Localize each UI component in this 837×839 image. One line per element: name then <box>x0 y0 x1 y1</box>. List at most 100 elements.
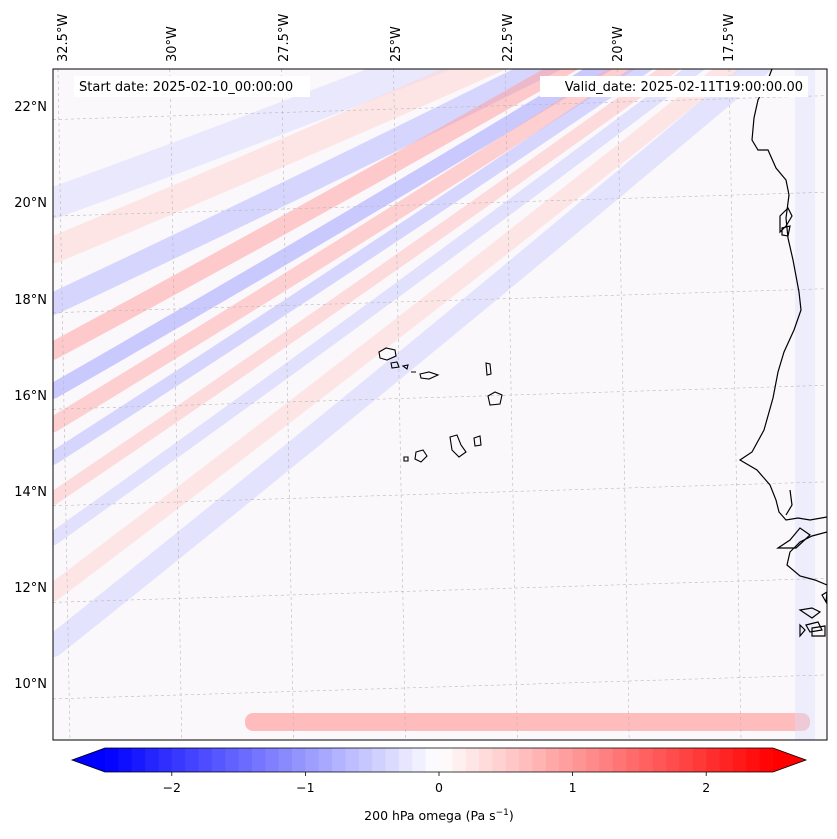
omega-band <box>53 69 706 546</box>
colorbar-segment <box>292 748 306 772</box>
lat-label-18n: 18°N <box>14 293 47 308</box>
meridian-line <box>281 69 294 740</box>
start-date-label: Start date: 2025-02-10_00:00:00 <box>79 80 293 95</box>
meridian-line <box>169 69 183 740</box>
colorbar-segment <box>492 748 507 772</box>
omega-field <box>53 69 815 740</box>
colorbar-tick-label: 0 <box>435 780 443 795</box>
colorbar-segment <box>585 748 600 772</box>
omega-band <box>53 69 579 360</box>
colorbar-segment <box>372 748 387 772</box>
island-sao-vicente <box>390 361 400 369</box>
island-boa-vista <box>487 391 503 406</box>
colorbar-segment <box>599 748 614 772</box>
colorbar-tick-label: −1 <box>296 780 314 795</box>
colorbar-segment <box>211 748 226 772</box>
lat-label-12n: 12°N <box>14 581 47 596</box>
colorbar-segment <box>265 748 280 772</box>
colorbar-segment <box>171 748 186 772</box>
lat-label-10n: 10°N <box>14 677 47 692</box>
omega-band <box>53 69 453 219</box>
colorbar-segment <box>318 748 333 772</box>
colorbar-segment <box>118 748 133 772</box>
valid-date-label: Valid_date: 2025-02-11T19:00:00.00 <box>565 80 803 95</box>
colorbar-segment <box>572 748 587 772</box>
colorbar: −2 −1 0 1 2 200 hPa omega (Pa s−1) <box>70 747 808 823</box>
colorbar-segment <box>465 748 480 772</box>
colorbar-segment <box>626 748 640 772</box>
africa-coastline-south <box>786 531 827 586</box>
colorbar-tick-label: 1 <box>569 780 577 795</box>
river-delta-1 <box>776 527 811 549</box>
omega-band <box>53 69 614 399</box>
river-delta-2 <box>785 489 793 516</box>
colorbar-segment <box>545 748 560 772</box>
omega-band <box>53 69 654 465</box>
colorbar-extend-left <box>72 748 105 772</box>
colorbar-segment <box>398 748 413 772</box>
lon-label-32-5w: 32.5°W <box>56 14 71 62</box>
colorbar-units-exponent: −1 <box>496 808 509 818</box>
graticule <box>53 69 827 740</box>
island-brava <box>403 456 409 462</box>
colorbar-segment <box>452 748 467 772</box>
island-santa-luzia <box>401 364 409 370</box>
colorbar-segment <box>505 748 520 772</box>
lon-label-22-5w: 22.5°W <box>501 14 516 62</box>
colorbar-segment <box>225 748 240 772</box>
colorbar-segment <box>131 748 146 772</box>
colorbar-segment <box>358 748 373 772</box>
colorbar-ticks: −2 −1 0 1 2 <box>163 772 710 795</box>
lat-label-14n: 14°N <box>14 485 47 500</box>
island-santo-antao <box>378 347 397 361</box>
banc-arguin <box>779 206 793 237</box>
colorbar-tick-label: 2 <box>702 780 710 795</box>
island-fogo <box>414 449 428 463</box>
meridian-line <box>616 69 630 740</box>
colorbar-units: Pa s <box>471 808 496 823</box>
omega-band <box>53 69 773 658</box>
colorbar-segment <box>706 748 721 772</box>
colorbar-variable: 200 hPa omega <box>364 808 461 823</box>
colorbar-segment <box>666 748 681 772</box>
omega-band <box>53 69 507 264</box>
lat-label-20n: 20°N <box>14 196 47 211</box>
colorbar-segment <box>425 748 440 772</box>
colorbar-segment <box>532 748 547 772</box>
colorbar-segment <box>559 748 574 772</box>
colorbar-segment <box>345 748 360 772</box>
lon-label-30w: 30°W <box>165 26 180 62</box>
lon-label-27-5w: 27.5°W <box>277 14 292 62</box>
colorbar-segment <box>759 748 774 772</box>
cape-verde-islands <box>378 347 503 463</box>
colorbar-segment <box>145 748 160 772</box>
meridian-line <box>393 69 406 740</box>
colorbar-segment <box>105 748 119 772</box>
colorbar-extend-right <box>773 748 806 772</box>
omega-band <box>53 69 563 315</box>
colorbar-segment <box>732 748 747 772</box>
colorbar-segment <box>439 748 453 772</box>
island-maio <box>473 435 482 447</box>
omega-band <box>53 69 681 506</box>
colorbar-segment <box>479 748 494 772</box>
colorbar-segment <box>719 748 734 772</box>
colorbar-segment <box>746 748 761 772</box>
valid-label-box <box>540 76 808 97</box>
colorbar-segment <box>278 748 293 772</box>
colorbar-segment <box>305 748 320 772</box>
colorbar-segment <box>412 748 427 772</box>
colorbar-segment <box>158 748 173 772</box>
omega-band <box>53 69 636 433</box>
colorbar-segment <box>612 748 627 772</box>
colorbar-segment <box>198 748 213 772</box>
meridian-line <box>728 69 742 740</box>
colorbar-segment <box>385 748 400 772</box>
lon-label-17-5w: 17.5°W <box>722 14 737 62</box>
colorbar-segment <box>692 748 707 772</box>
colorbar-segment <box>238 748 253 772</box>
colorbar-outline <box>70 747 808 773</box>
lon-label-20w: 20°W <box>611 26 626 62</box>
colorbar-tick-label: −2 <box>163 780 181 795</box>
omega-band-bottom <box>245 713 810 731</box>
